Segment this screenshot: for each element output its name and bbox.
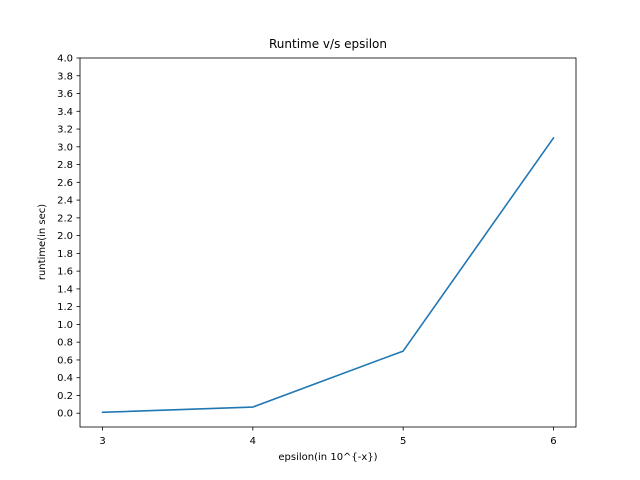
y-tick-label: 3.0 bbox=[57, 142, 73, 153]
y-tick-label: 3.4 bbox=[57, 107, 73, 118]
x-tick-label: 4 bbox=[250, 436, 256, 447]
y-axis-title: runtime(in sec) bbox=[37, 204, 48, 280]
y-tick-label: 1.4 bbox=[57, 284, 73, 295]
y-tick-label: 2.2 bbox=[57, 213, 73, 224]
x-axis-title: epsilon(in 10^{-x}) bbox=[278, 452, 377, 463]
y-tick-label: 2.0 bbox=[57, 231, 73, 242]
y-tick-label: 3.6 bbox=[57, 89, 73, 100]
y-tick-label: 0.0 bbox=[57, 409, 73, 420]
plot-area: 3 4 5 6 0.0 0.2 0.4 0.6 0.8 1.0 1.2 1.4 1.6 1.8 2.0 2.2… bbox=[57, 54, 577, 447]
y-tick-label: 0.6 bbox=[57, 355, 73, 366]
y-tick-label: 0.4 bbox=[57, 373, 73, 384]
y-tick-label: 2.8 bbox=[57, 160, 73, 171]
y-tick-label: 4.0 bbox=[57, 54, 73, 65]
y-tick-label: 0.2 bbox=[57, 391, 73, 402]
x-tick-label: 3 bbox=[99, 436, 105, 447]
y-tick-label: 3.8 bbox=[57, 71, 73, 82]
y-tick-label: 1.6 bbox=[57, 267, 73, 278]
y-tick-label: 2.4 bbox=[57, 196, 73, 207]
y-tick-label: 0.8 bbox=[57, 338, 73, 349]
x-tick-label: 6 bbox=[550, 436, 556, 447]
y-tick-label: 2.6 bbox=[57, 178, 73, 189]
y-tick-label: 1.0 bbox=[57, 320, 73, 331]
y-tick-label: 3.2 bbox=[57, 125, 73, 136]
axes-frame bbox=[79, 57, 577, 428]
x-tick-label: 5 bbox=[400, 436, 406, 447]
series-line bbox=[101, 136, 555, 414]
chart-title: Runtime v/s epsilon bbox=[269, 37, 387, 51]
y-tick-label: 1.2 bbox=[57, 302, 73, 313]
y-tick-label: 1.8 bbox=[57, 249, 73, 260]
